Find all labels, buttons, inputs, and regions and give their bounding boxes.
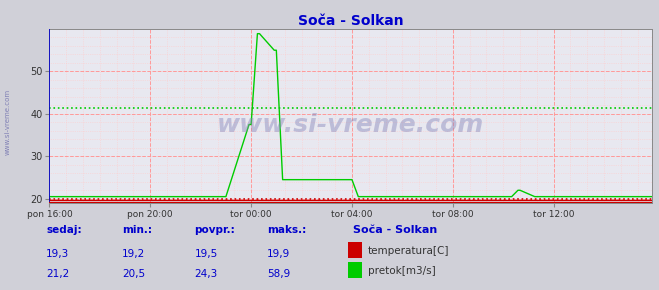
Text: 19,5: 19,5 (194, 249, 217, 259)
Text: 20,5: 20,5 (122, 269, 145, 279)
Text: www.si-vreme.com: www.si-vreme.com (5, 89, 11, 155)
Text: pretok[m3/s]: pretok[m3/s] (368, 266, 436, 276)
Text: 19,9: 19,9 (267, 249, 290, 259)
Text: 24,3: 24,3 (194, 269, 217, 279)
Text: Soča - Solkan: Soča - Solkan (353, 225, 437, 235)
Text: temperatura[C]: temperatura[C] (368, 246, 449, 256)
Text: www.si-vreme.com: www.si-vreme.com (217, 113, 484, 137)
Title: Soča - Solkan: Soča - Solkan (298, 14, 404, 28)
Text: povpr.:: povpr.: (194, 225, 235, 235)
Text: min.:: min.: (122, 225, 152, 235)
Text: 58,9: 58,9 (267, 269, 290, 279)
Text: maks.:: maks.: (267, 225, 306, 235)
Text: sedaj:: sedaj: (46, 225, 82, 235)
Text: 19,3: 19,3 (46, 249, 69, 259)
Text: 19,2: 19,2 (122, 249, 145, 259)
Text: 21,2: 21,2 (46, 269, 69, 279)
